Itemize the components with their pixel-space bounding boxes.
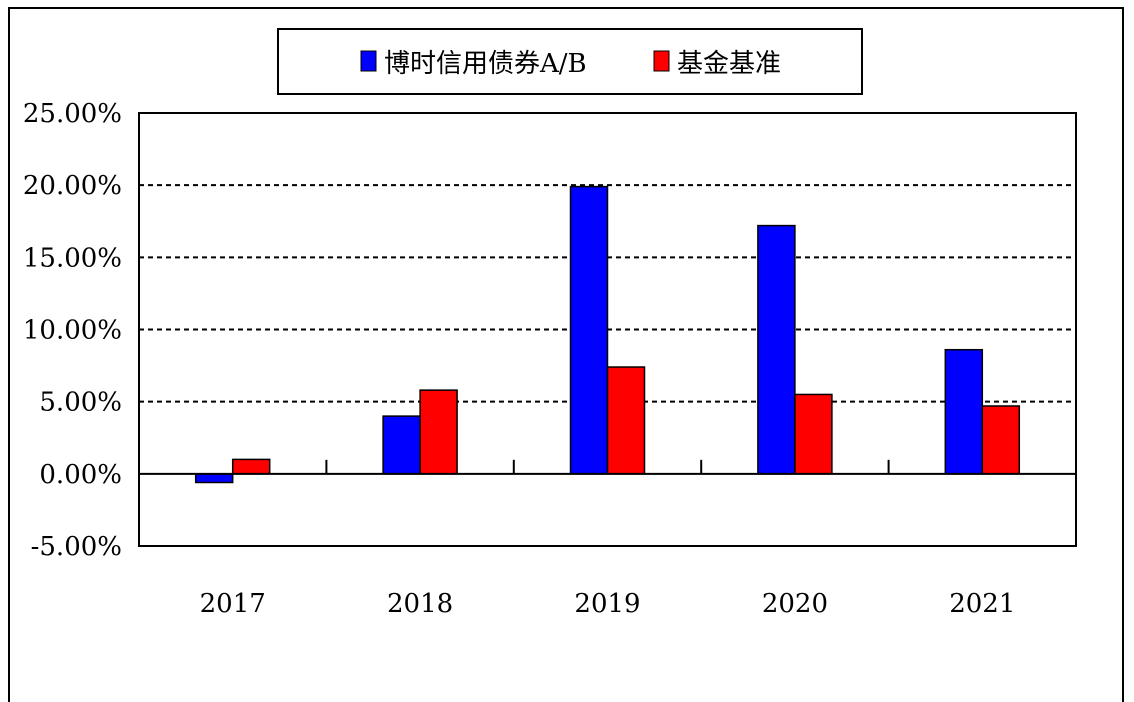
- legend-label-series-2: 基金基准: [677, 49, 781, 79]
- legend-swatch-series-2: [653, 50, 670, 72]
- bar-series-2-2019: [606, 366, 646, 475]
- legend-label-series-1: 博时信用债券A/B: [384, 49, 587, 79]
- bars: [194, 185, 1021, 484]
- y-tick-label: 15.00%: [23, 243, 122, 273]
- y-tick-label: 5.00%: [39, 388, 122, 418]
- y-tick-label: 10.00%: [23, 316, 122, 346]
- y-tick-label: 20.00%: [23, 171, 122, 201]
- y-tick-label: 0.00%: [39, 460, 122, 490]
- bar-series-1-2017: [194, 473, 234, 484]
- x-tick-label: 2021: [949, 589, 1015, 619]
- x-tick-label: 2017: [200, 589, 266, 619]
- bar-series-1-2021: [944, 348, 984, 475]
- legend: 博时信用债券A/B 基金基准: [277, 28, 863, 95]
- chart-frame: [8, 7, 1124, 702]
- x-axis-labels: 2017 2018 2019 2020 2021: [200, 589, 1016, 619]
- y-axis-ticks: 25.00% 20.00% 15.00% 10.00% 5.00% 0.00% -5.00%: [23, 99, 122, 562]
- bar-series-1-2019: [569, 185, 609, 475]
- bar-series-1-2018: [382, 415, 421, 475]
- legend-box: [277, 28, 863, 95]
- x-tick-label: 2019: [574, 589, 640, 619]
- y-tick-label: 25.00%: [23, 99, 122, 129]
- bar-series-2-2017: [231, 458, 271, 475]
- legend-swatch-series-1: [360, 50, 377, 72]
- bar-series-2-2018: [419, 389, 458, 475]
- bar-series-2-2021: [981, 405, 1021, 475]
- bar-series-2-2020: [794, 393, 833, 475]
- x-axis: [139, 459, 1076, 475]
- x-tick-label: 2020: [762, 589, 828, 619]
- x-tick-label: 2018: [387, 589, 453, 619]
- bar-series-1-2020: [757, 224, 796, 475]
- y-tick-label: -5.00%: [31, 532, 122, 562]
